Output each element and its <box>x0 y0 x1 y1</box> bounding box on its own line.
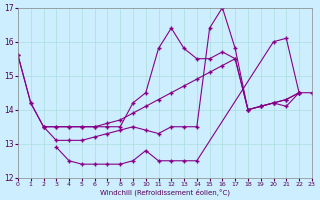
X-axis label: Windchill (Refroidissement éolien,°C): Windchill (Refroidissement éolien,°C) <box>100 188 230 196</box>
